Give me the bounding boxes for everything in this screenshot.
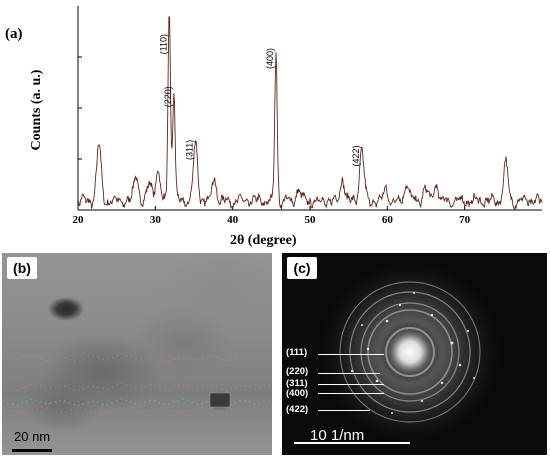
saed-pattern-panel: (c) (111) (220) (311) (400) (422) 10 1/n… xyxy=(282,253,547,455)
panel-label-a: (a) xyxy=(5,26,23,42)
saed-ring-label-400: (400) xyxy=(286,388,309,399)
xrd-ticks: 20 30 40 50 60 70 xyxy=(73,206,471,226)
panel-label-c: (c) xyxy=(287,257,317,279)
tem-texture xyxy=(2,353,272,452)
xrd-series-line xyxy=(77,16,543,211)
x-tick-label: 20 xyxy=(73,214,85,226)
peak-label: (311) xyxy=(185,140,195,160)
saed-ring-label-111: (111) xyxy=(286,347,308,358)
saed-ring-label-422: (422) xyxy=(286,404,309,415)
peak-label: (400) xyxy=(265,48,275,69)
saed-pattern xyxy=(294,257,505,447)
peak-label: (110) xyxy=(158,34,168,54)
x-tick-label: 70 xyxy=(459,214,471,226)
saed-ring-line-111 xyxy=(318,354,384,355)
saed-ring-label-220: (220) xyxy=(286,366,309,377)
saed-ring-label-311: (311) xyxy=(286,378,308,389)
tem-scale-bar-label: 20 nm xyxy=(14,429,51,444)
x-axis-label: 2θ (degree) xyxy=(230,233,297,248)
x-tick-label: 50 xyxy=(305,214,317,226)
x-tick-label: 30 xyxy=(150,214,162,226)
saed-ring-line-220 xyxy=(318,373,380,374)
xrd-peak-labels: (110) (220) (311) (400) (422) xyxy=(158,34,361,166)
saed-scale-bar-label: 10 1/nm xyxy=(310,427,365,444)
xrd-chart: 20 30 40 50 60 70 (110) (220) (311) (400) (422) xyxy=(73,6,543,226)
tem-image-panel: (b) 20 nm xyxy=(2,253,272,455)
x-tick-label: 60 xyxy=(382,214,394,226)
peak-label: (422) xyxy=(351,145,361,166)
saed-ring-line-422 xyxy=(318,410,370,411)
xrd-axes xyxy=(77,6,542,211)
saed-ring-line-400 xyxy=(318,393,384,394)
x-tick-label: 40 xyxy=(227,214,239,226)
panel-label-b: (b) xyxy=(7,257,37,279)
peak-label: (220) xyxy=(163,86,173,107)
saed-ring-line-311 xyxy=(318,384,384,385)
